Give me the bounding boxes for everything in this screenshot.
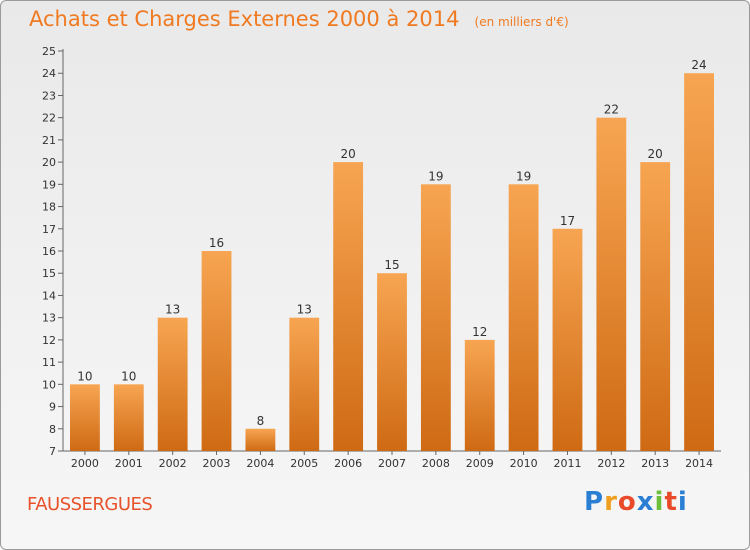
x-tick-label-2011: 2011 — [553, 457, 581, 470]
bar-2004 — [245, 428, 276, 451]
x-tick-label-2006: 2006 — [334, 457, 362, 470]
x-tick-label-2003: 2003 — [203, 457, 231, 470]
data-label-2010: 19 — [516, 169, 531, 183]
logo-letter: r — [604, 487, 618, 517]
y-tick-label: 17 — [42, 223, 56, 236]
logo-letter: o — [617, 487, 637, 517]
bar-2009 — [464, 339, 495, 451]
bar-2014 — [684, 73, 714, 451]
data-label-2006: 20 — [340, 147, 355, 161]
data-label-2000: 10 — [77, 369, 92, 383]
y-tick-label: 9 — [49, 401, 56, 414]
data-label-2004: 8 — [257, 414, 265, 428]
y-tick-label: 20 — [42, 156, 56, 169]
bar-2008 — [420, 184, 451, 452]
logo-letter: x — [636, 487, 655, 517]
data-label-2001: 10 — [121, 369, 136, 383]
bar-2006 — [333, 162, 364, 451]
data-label-2005: 13 — [297, 303, 312, 317]
y-tick-label: 22 — [42, 112, 56, 125]
logo-letter: i — [677, 487, 688, 517]
x-tick-label-2000: 2000 — [71, 457, 99, 470]
logo-letter: i — [654, 487, 665, 517]
x-tick-label-2007: 2007 — [378, 457, 406, 470]
data-label-2003: 16 — [209, 236, 224, 250]
y-tick-label: 15 — [42, 267, 56, 280]
y-tick-label: 8 — [49, 423, 56, 436]
x-tick-label-2013: 2013 — [641, 457, 669, 470]
y-tick-label: 14 — [42, 289, 56, 302]
chart-title: Achats et Charges Externes 2000 à 2014 — [29, 7, 460, 31]
x-tick-label-2005: 2005 — [290, 457, 318, 470]
bar-2013 — [640, 162, 671, 451]
y-tick-label: 16 — [42, 245, 56, 258]
data-label-2002: 13 — [165, 303, 180, 317]
x-tick-label-2009: 2009 — [466, 457, 494, 470]
bar-2001 — [113, 384, 144, 451]
y-tick-label: 11 — [42, 356, 56, 369]
data-label-2011: 17 — [560, 214, 575, 228]
x-tick-label-2002: 2002 — [159, 457, 187, 470]
x-tick-label-2010: 2010 — [510, 457, 538, 470]
bar-2002 — [157, 317, 188, 451]
y-tick-label: 25 — [42, 45, 56, 58]
data-label-2013: 20 — [648, 147, 663, 161]
y-tick-label: 10 — [42, 378, 56, 391]
data-label-2012: 22 — [604, 103, 619, 117]
y-tick-label: 13 — [42, 312, 56, 325]
data-label-2007: 15 — [384, 258, 399, 272]
proxiti-logo: Proxiti — [584, 487, 688, 517]
title-row: Achats et Charges Externes 2000 à 2014 (… — [29, 7, 569, 31]
x-tick-label-2012: 2012 — [597, 457, 625, 470]
place-name: FAUSSERGUES — [27, 494, 153, 515]
x-tick-label-2014: 2014 — [685, 457, 713, 470]
bar-2000 — [70, 384, 100, 451]
logo-letter: P — [584, 487, 605, 517]
logo-letter: t — [664, 487, 678, 517]
y-tick-label: 12 — [42, 334, 56, 347]
y-tick-label: 23 — [42, 89, 56, 102]
bar-2005 — [289, 317, 320, 451]
bar-2011 — [552, 228, 583, 451]
x-tick-label-2001: 2001 — [115, 457, 143, 470]
bar-2012 — [596, 117, 627, 452]
data-label-2009: 12 — [472, 325, 487, 339]
data-label-2008: 19 — [428, 169, 443, 183]
data-label-2014: 24 — [691, 58, 706, 72]
y-tick-label: 24 — [42, 67, 56, 80]
y-tick-label: 7 — [49, 445, 56, 458]
chart-unit: (en milliers d'€) — [474, 15, 569, 29]
y-tick-label: 19 — [42, 178, 56, 191]
y-tick-label: 21 — [42, 134, 56, 147]
y-tick-label: 18 — [42, 201, 56, 214]
x-tick-label-2004: 2004 — [246, 457, 274, 470]
bar-2003 — [201, 251, 232, 451]
bar-2010 — [508, 184, 539, 452]
x-tick-label-2008: 2008 — [422, 457, 450, 470]
bar-2007 — [377, 273, 407, 451]
